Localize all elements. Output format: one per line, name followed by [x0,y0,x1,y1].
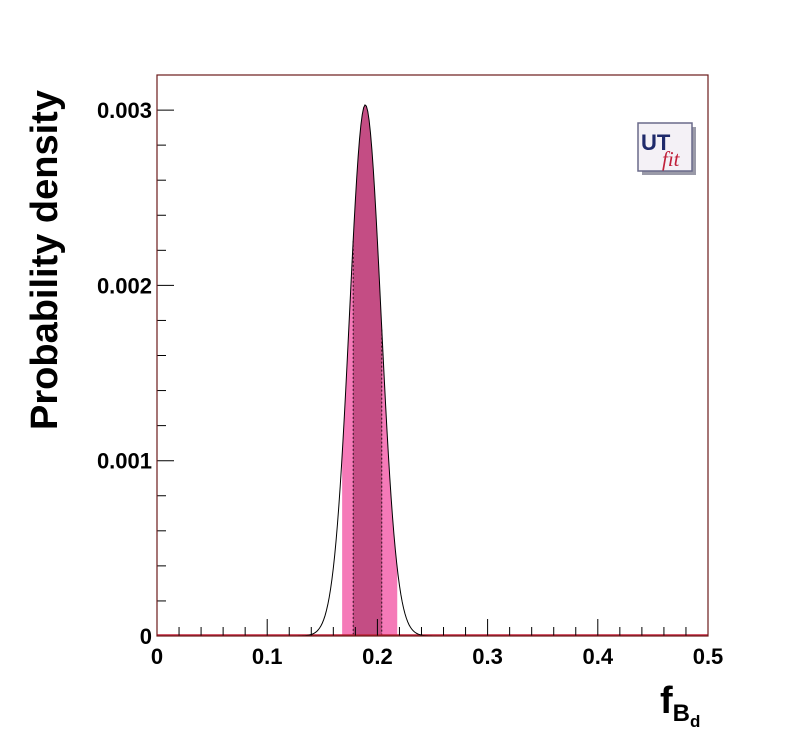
tick-labels: 0 0.1 0.2 0.3 0.4 0.5 0 0.001 0.002 0.003 [97,98,723,669]
x-tick-label: 0.4 [583,644,614,669]
x-axis-title-sub: B [673,700,690,727]
y-tick-label: 0.001 [97,449,152,474]
utfit-logo: UT fit [637,122,696,175]
plot-frame [156,74,709,637]
x-tick-label: 0 [151,644,163,669]
y-tick-label: 0.003 [97,98,152,123]
x-axis-title-subsub: d [690,712,700,731]
y-axis-title: Probability density [24,90,66,430]
x-tick-label: 0.1 [252,644,283,669]
logo-ut-text: UT [641,130,671,155]
x-tick-label: 0.5 [693,644,724,669]
density-curve [157,104,708,637]
logo-box [637,122,693,172]
logo-fit-text: fit [662,147,681,171]
y-tick-label: 0 [140,624,152,649]
probability-bands [342,104,398,636]
axis-ticks [156,74,709,637]
x-tick-label: 0.3 [472,644,503,669]
x-axis-title: fBd [660,680,700,731]
curve-layer [157,104,708,637]
y-tick-label: 0.002 [97,273,152,298]
x-axis-title-main: f [660,680,673,722]
x-tick-label: 0.2 [362,644,393,669]
band-68 [353,104,382,636]
